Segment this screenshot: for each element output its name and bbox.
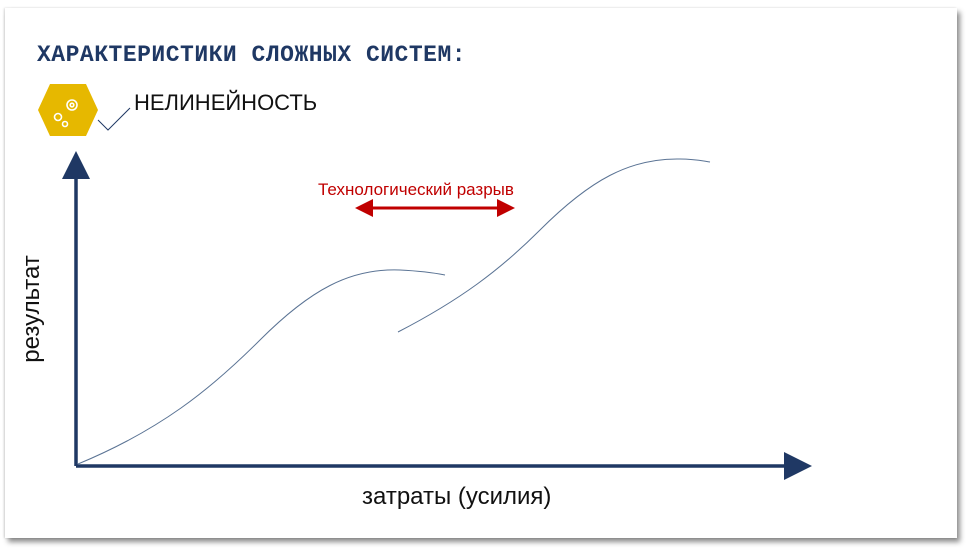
subtitle: НЕЛИНЕЙНОСТЬ xyxy=(134,90,318,115)
gap-label: Технологический разрыв xyxy=(318,180,514,199)
slide-title: ХАРАКТЕРИСТИКИ СЛОЖНЫХ СИСТЕМ: xyxy=(37,42,467,68)
hexagon-icon xyxy=(38,84,98,136)
connector-line xyxy=(97,107,131,131)
slide: ХАРАКТЕРИСТИКИ СЛОЖНЫХ СИСТЕМ: НЕЛИНЕЙНО… xyxy=(5,8,957,538)
s-curve-1 xyxy=(77,269,446,465)
y-axis-label: результат xyxy=(18,255,45,363)
x-axis-label: затраты (усилия) xyxy=(362,483,552,510)
gears-icon xyxy=(53,99,78,128)
s-curve-2 xyxy=(397,158,711,333)
